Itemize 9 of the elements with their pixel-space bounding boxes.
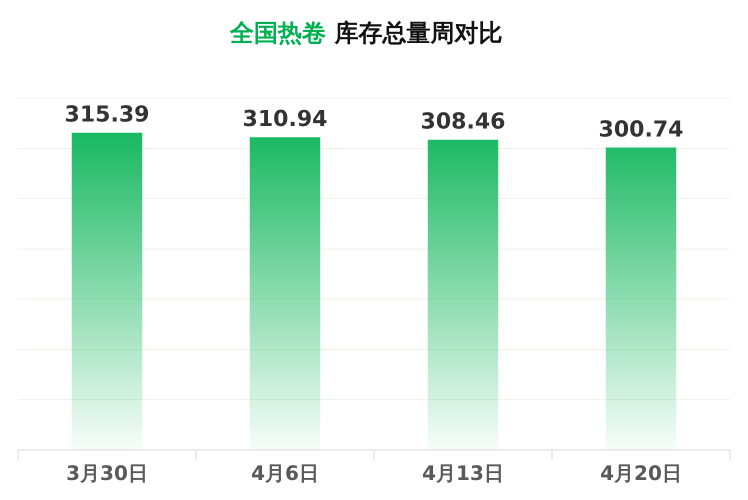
x-tick-label: 4月6日 [251,461,319,486]
chart-title: 全国热卷 库存总量周对比 [230,19,502,47]
data-label: 300.74 [598,117,684,142]
data-label: 310.94 [242,107,328,132]
x-tick-label: 4月13日 [422,461,504,486]
data-label: 308.46 [420,109,506,134]
data-label: 315.39 [64,102,150,128]
x-tick-label: 3月30日 [66,461,148,486]
x-tick-label: 4月20日 [600,461,682,486]
